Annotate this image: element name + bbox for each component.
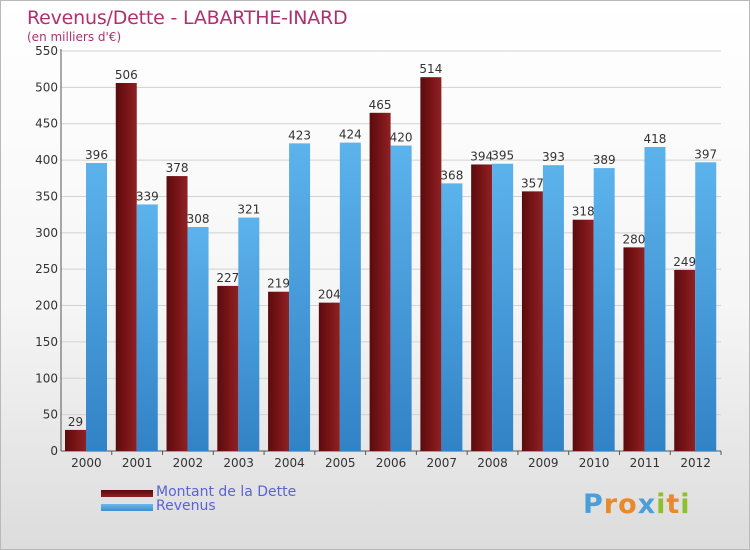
bar-dette [572,219,594,451]
logo-letter: x [637,489,657,520]
bar-dette [166,176,188,451]
data-label-dette: 249 [673,255,696,269]
bar-revenus [492,163,514,451]
data-label-dette: 465 [369,98,392,112]
bar-revenus [187,227,209,451]
data-label-revenus: 420 [390,131,413,145]
logo-letter: o [618,489,638,520]
y-tick-label: 300 [35,226,58,240]
y-tick-label: 500 [35,80,58,94]
data-label-revenus: 397 [694,147,717,161]
data-label-dette: 394 [470,149,493,163]
x-tick-label: 2011 [630,456,661,470]
data-label-revenus: 389 [593,153,616,167]
bar-dette [471,164,493,452]
x-tick-label: 2006 [376,456,407,470]
x-tick-label: 2012 [680,456,711,470]
x-tick-label: 2009 [528,456,559,470]
x-tick-label: 2002 [173,456,204,470]
x-tick-label: 2008 [477,456,508,470]
data-label-revenus: 396 [85,148,108,162]
data-label-revenus: 424 [339,128,362,142]
y-tick-label: 450 [35,117,58,131]
data-label-revenus: 368 [440,168,463,182]
logo-letter: r [603,489,619,520]
y-tick-label: 550 [35,44,58,58]
bar-dette [674,269,696,451]
bar-revenus [390,145,412,451]
bar-dette [217,285,239,451]
bar-revenus [238,217,260,451]
bar-dette [115,83,137,451]
data-label-revenus: 393 [542,150,565,164]
data-label-dette: 506 [115,68,138,82]
y-tick-label: 250 [35,262,58,276]
y-tick-label: 0 [50,444,58,458]
chart-subtitle: (en milliers d'€) [27,30,122,44]
legend-label-dette: Montant de la Dette [156,484,297,500]
legend-swatch-revenus [101,504,153,511]
y-tick-label: 400 [35,153,58,167]
data-label-revenus: 395 [491,149,514,163]
data-label-dette: 514 [419,62,442,76]
legend-label-revenus: Revenus [156,498,216,514]
bar-dette [420,77,442,451]
data-label-dette: 378 [166,161,189,175]
logo-letter: i [680,489,691,520]
x-tick-label: 2010 [579,456,610,470]
bar-dette [268,291,290,451]
y-tick-label: 150 [35,335,58,349]
data-label-revenus: 418 [644,132,667,146]
data-label-dette: 204 [318,288,341,302]
bar-revenus [593,168,615,451]
x-tick-label: 2003 [223,456,254,470]
x-tick-label: 2007 [426,456,457,470]
proxiti-logo: Proxiti [583,489,691,520]
data-label-dette: 357 [521,176,544,190]
data-label-dette: 227 [216,271,239,285]
bar-revenus [136,204,158,451]
bar-revenus [695,162,717,452]
y-tick-label: 350 [35,189,58,203]
bar-revenus [644,147,666,451]
data-label-dette: 29 [68,415,83,429]
logo-letter: P [583,489,604,520]
data-label-revenus: 339 [136,189,159,203]
bar-revenus [441,183,463,451]
data-label-revenus: 308 [187,212,210,226]
bar-dette [65,429,86,451]
y-tick-label: 50 [43,408,58,422]
bar-dette [369,112,391,452]
x-tick-label: 2000 [71,456,102,470]
data-label-dette: 318 [572,205,595,219]
bar-revenus [289,143,311,451]
bar-dette [318,302,340,451]
data-label-revenus: 321 [237,203,260,217]
data-label-dette: 280 [623,232,646,246]
bar-dette [623,247,645,451]
logo-letter: t [666,489,681,520]
y-tick-label: 100 [35,371,58,385]
x-tick-label: 2001 [122,456,153,470]
y-tick-label: 200 [35,299,58,313]
data-label-revenus: 423 [288,128,311,142]
x-tick-label: 2005 [325,456,356,470]
bar-revenus [86,163,107,451]
logo-letter: i [656,489,667,520]
bar-revenus [542,165,564,451]
legend-swatch-dette [101,490,153,497]
bar-revenus [339,142,361,452]
chart-title: Revenus/Dette - LABARTHE-INARD [27,7,348,29]
x-tick-label: 2004 [274,456,305,470]
bar-dette [521,191,543,451]
data-label-dette: 219 [267,277,290,291]
